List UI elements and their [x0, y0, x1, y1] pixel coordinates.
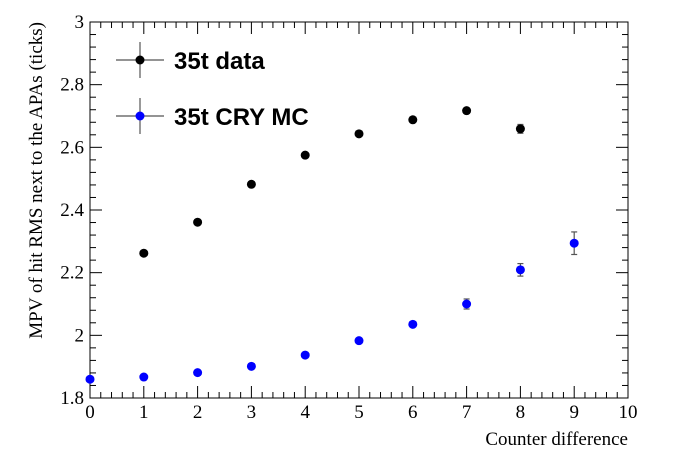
data-point [354, 129, 364, 139]
data-point [193, 217, 203, 227]
x-tick-label: 9 [569, 402, 579, 423]
data-point [462, 299, 472, 309]
legend: 35t data 35t CRY MC [116, 42, 309, 134]
y-tick-label: 1.8 [60, 388, 84, 409]
legend-label: 35t CRY MC [174, 104, 309, 131]
data-point [515, 124, 525, 134]
legend-label: 35t data [174, 48, 265, 75]
data-point [300, 150, 310, 160]
series [85, 106, 579, 384]
series-0 [139, 106, 525, 258]
data-point [569, 238, 579, 248]
x-tick-label: 6 [408, 402, 418, 423]
x-tick-label: 4 [300, 402, 310, 423]
y-tick-label: 3 [75, 12, 85, 33]
y-tick-label: 2.6 [60, 137, 84, 158]
data-point [139, 248, 149, 258]
legend-marker-dot [135, 111, 145, 121]
x-tick-label: 3 [247, 402, 257, 423]
data-point [354, 336, 364, 346]
data-point [462, 106, 472, 116]
x-tick-label: 8 [516, 402, 526, 423]
data-point [246, 179, 256, 189]
data-point [515, 265, 525, 275]
data-point [193, 368, 203, 378]
y-tick-label: 2.4 [60, 200, 84, 221]
data-point [408, 115, 418, 125]
x-tick-label: 1 [139, 402, 149, 423]
data-point [85, 374, 95, 384]
x-tick-label: 7 [462, 402, 472, 423]
data-point [300, 350, 310, 360]
y-tick-label: 2 [75, 325, 85, 346]
x-tick-label: 0 [85, 402, 95, 423]
y-tick-label: 2.2 [60, 263, 84, 284]
x-tick-label: 2 [193, 402, 203, 423]
data-point [408, 319, 418, 329]
data-point [139, 372, 149, 382]
legend-marker-dot [135, 55, 145, 65]
tick-labels: 0 1 2 3 4 5 6 7 8 9 10 1.8 2 2.2 2.4 2.6 2.8 3 [60, 12, 637, 423]
x-axis-title: Counter difference [485, 429, 628, 450]
y-tick-label: 2.8 [60, 75, 84, 96]
data-point [246, 361, 256, 371]
ticks [89, 21, 629, 399]
y-axis-title: MPV of hit RMS next to the APAs (ticks) [26, 22, 47, 339]
series-1 [85, 231, 579, 384]
x-tick-label: 10 [619, 402, 638, 423]
x-tick-label: 5 [354, 402, 364, 423]
